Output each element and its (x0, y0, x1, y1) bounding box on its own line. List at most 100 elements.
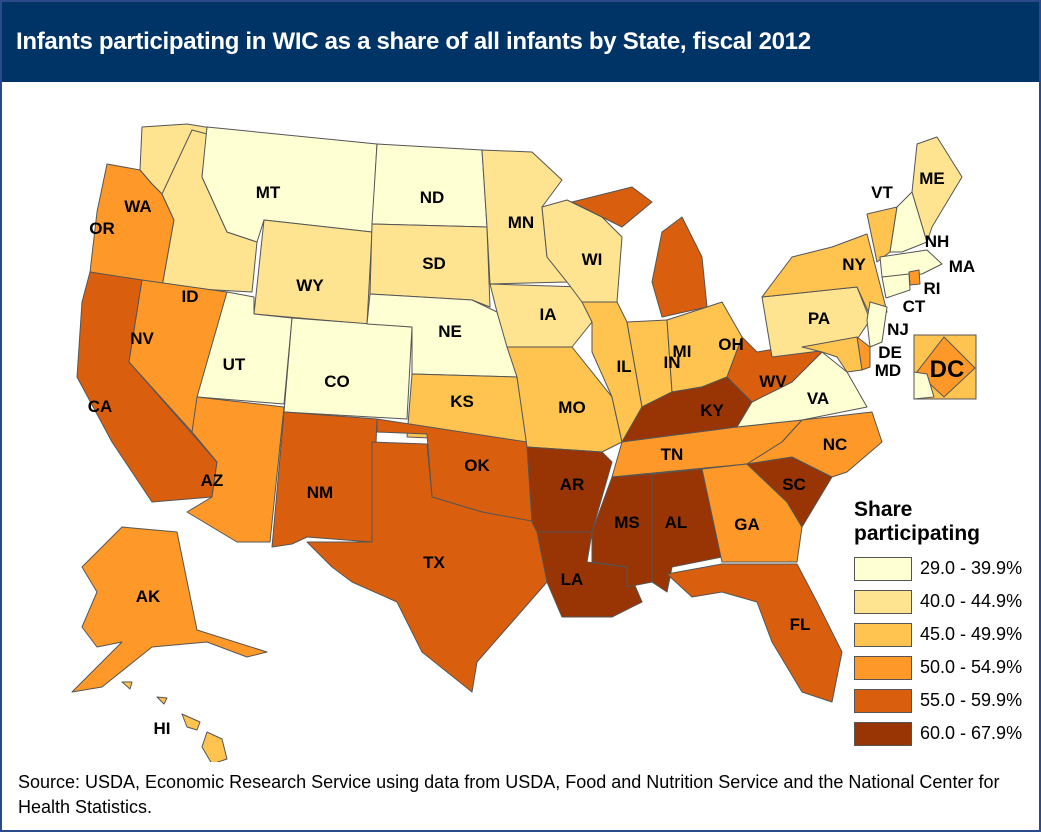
state-ma (879, 249, 943, 278)
svg-text:NM: NM (307, 483, 333, 502)
legend: Share participating 29.0 - 39.9% 40.0 - … (854, 498, 1022, 750)
svg-text:VT: VT (871, 183, 893, 202)
svg-text:NJ: NJ (887, 320, 909, 339)
svg-text:WI: WI (582, 250, 603, 269)
svg-text:ID: ID (182, 287, 199, 306)
source-note: Source: USDA, Economic Research Service … (18, 772, 1000, 817)
svg-text:TN: TN (661, 445, 684, 464)
legend-label: 45.0 - 49.9% (920, 624, 1023, 644)
legend-item: 45.0 - 49.9% (854, 618, 1022, 651)
state-tx (306, 441, 548, 693)
state-nd (371, 143, 488, 228)
legend-item: 29.0 - 39.9% (854, 552, 1022, 585)
svg-text:KY: KY (700, 401, 724, 420)
title-bar: Infants participating in WIC as a share … (2, 2, 1039, 82)
svg-text:NY: NY (842, 255, 866, 274)
svg-text:NV: NV (130, 329, 154, 348)
svg-text:OH: OH (718, 335, 744, 354)
state-nj (866, 301, 888, 348)
svg-text:VA: VA (807, 389, 829, 408)
legend-label: 50.0 - 54.9% (920, 657, 1023, 677)
legend-title-line1: Share (854, 498, 913, 521)
us-map: WA OR CA ID NV MT WY UT CO AZ NM ND SD N… (71, 123, 977, 762)
svg-text:MD: MD (875, 361, 901, 380)
svg-text:MN: MN (508, 213, 534, 232)
state-sd (369, 223, 491, 308)
svg-text:MT: MT (256, 183, 281, 202)
legend-swatch (854, 556, 912, 581)
svg-text:NH: NH (925, 232, 950, 251)
svg-text:KS: KS (450, 392, 474, 411)
svg-text:HI: HI (154, 719, 171, 738)
legend-item: 55.0 - 59.9% (854, 684, 1022, 717)
svg-text:MO: MO (558, 398, 585, 417)
svg-text:OK: OK (464, 456, 490, 475)
legend-item: 40.0 - 44.9% (854, 585, 1022, 618)
svg-text:ME: ME (919, 169, 945, 188)
legend-item: 60.0 - 67.9% (854, 717, 1022, 750)
svg-text:IL: IL (616, 357, 631, 376)
legend-item: 50.0 - 54.9% (854, 651, 1022, 684)
state-me (911, 136, 963, 243)
svg-text:CT: CT (903, 297, 926, 316)
svg-text:FL: FL (790, 615, 811, 634)
state-nm (271, 411, 378, 548)
state-wy (253, 219, 373, 325)
svg-text:AL: AL (665, 513, 688, 532)
state-ny (761, 233, 888, 321)
legend-swatch (854, 589, 912, 614)
svg-text:PA: PA (808, 309, 830, 328)
legend-label: 55.0 - 59.9% (920, 690, 1023, 710)
svg-text:GA: GA (734, 515, 760, 534)
state-nc (746, 411, 883, 478)
svg-text:CA: CA (88, 397, 113, 416)
state-ak (71, 526, 268, 693)
svg-text:NE: NE (438, 322, 462, 341)
svg-text:DC: DC (930, 356, 965, 383)
state-md (801, 336, 863, 373)
legend-title-line2: participating (854, 522, 981, 545)
state-ct (881, 273, 911, 299)
svg-text:IA: IA (540, 305, 557, 324)
svg-text:CO: CO (324, 372, 350, 391)
svg-text:UT: UT (223, 355, 246, 374)
state-la (536, 531, 643, 618)
state-hi (121, 681, 228, 762)
dc-inset (913, 334, 977, 400)
states (71, 123, 977, 762)
svg-text:DE: DE (878, 343, 902, 362)
svg-text:SD: SD (422, 254, 446, 273)
svg-text:WV: WV (759, 372, 787, 391)
state-fl (666, 563, 843, 703)
svg-text:WA: WA (124, 197, 151, 216)
state-co (283, 317, 413, 420)
svg-text:WY: WY (296, 276, 324, 295)
svg-text:RI: RI (924, 279, 941, 298)
svg-text:TX: TX (423, 553, 445, 572)
svg-text:AR: AR (560, 475, 585, 494)
svg-text:AK: AK (136, 587, 161, 606)
legend-swatch (854, 688, 912, 713)
svg-text:MS: MS (614, 513, 640, 532)
state-nh (889, 191, 928, 253)
legend-label: 29.0 - 39.9% (920, 558, 1023, 578)
svg-text:MI: MI (673, 342, 692, 361)
legend-label: 60.0 - 67.9% (920, 723, 1023, 743)
state-mo (506, 346, 623, 453)
legend-swatch (854, 655, 912, 680)
legend-swatch (854, 721, 912, 746)
svg-text:LA: LA (561, 570, 584, 589)
state-az (186, 396, 285, 543)
svg-text:AZ: AZ (201, 471, 224, 490)
svg-text:NC: NC (823, 435, 848, 454)
svg-text:MA: MA (949, 257, 975, 276)
svg-text:ND: ND (420, 188, 445, 207)
state-labels: WA OR CA ID NV MT WY UT CO AZ NM ND SD N… (88, 169, 976, 738)
legend-swatch (854, 622, 912, 647)
svg-text:IN: IN (664, 353, 681, 372)
chart-title: Infants participating in WIC as a share … (16, 28, 811, 55)
state-ri (908, 269, 921, 286)
svg-text:SC: SC (782, 475, 806, 494)
legend-label: 40.0 - 44.9% (920, 591, 1023, 611)
